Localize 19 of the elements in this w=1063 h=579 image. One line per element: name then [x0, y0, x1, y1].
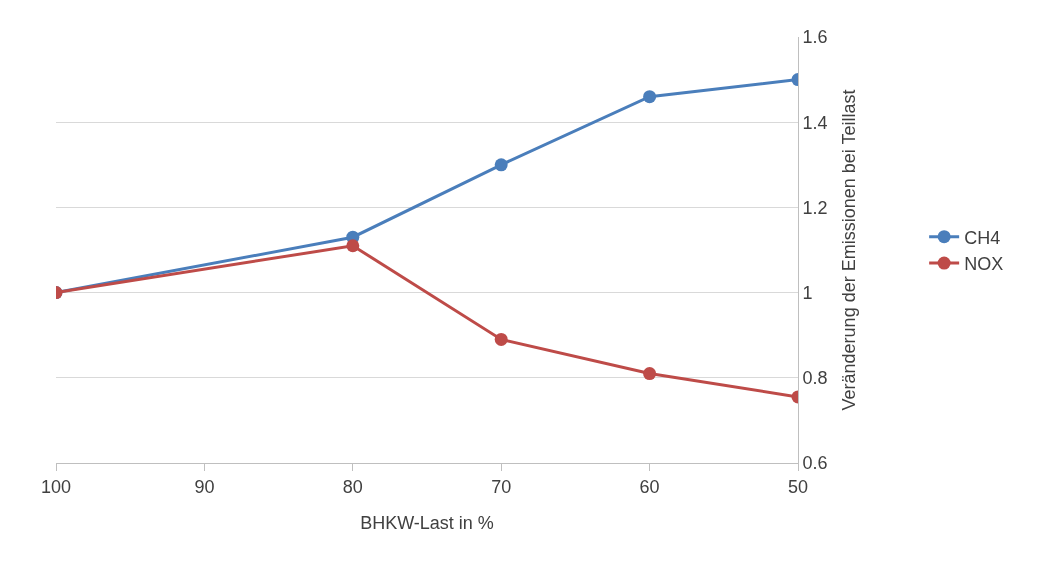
x-tick-label: 60 [639, 476, 660, 497]
point [494, 332, 508, 346]
y-tick-label: 1 [802, 282, 813, 303]
y-tick-label: 1.2 [802, 197, 828, 218]
y-tick-label: 0.8 [802, 368, 828, 389]
y-tick-label: 1.6 [802, 27, 828, 48]
x-tick-label: 70 [491, 476, 512, 497]
point [494, 158, 508, 172]
x-tick-label: 90 [194, 476, 215, 497]
y-axis-title: Veränderung der Emissionen bei Teillast [838, 89, 859, 411]
legend-label: CH4 [964, 227, 1001, 248]
x-tick-label: 80 [342, 476, 363, 497]
x-tick-label: 50 [787, 476, 809, 497]
y-tick-label: 0.6 [802, 453, 828, 474]
y-tick-label: 1.4 [802, 112, 828, 133]
point [346, 239, 360, 253]
x-axis-title: BHKW-Last in % [360, 512, 494, 533]
x-tick-label: 100 [40, 476, 72, 497]
legend-label: NOX [964, 254, 1004, 275]
